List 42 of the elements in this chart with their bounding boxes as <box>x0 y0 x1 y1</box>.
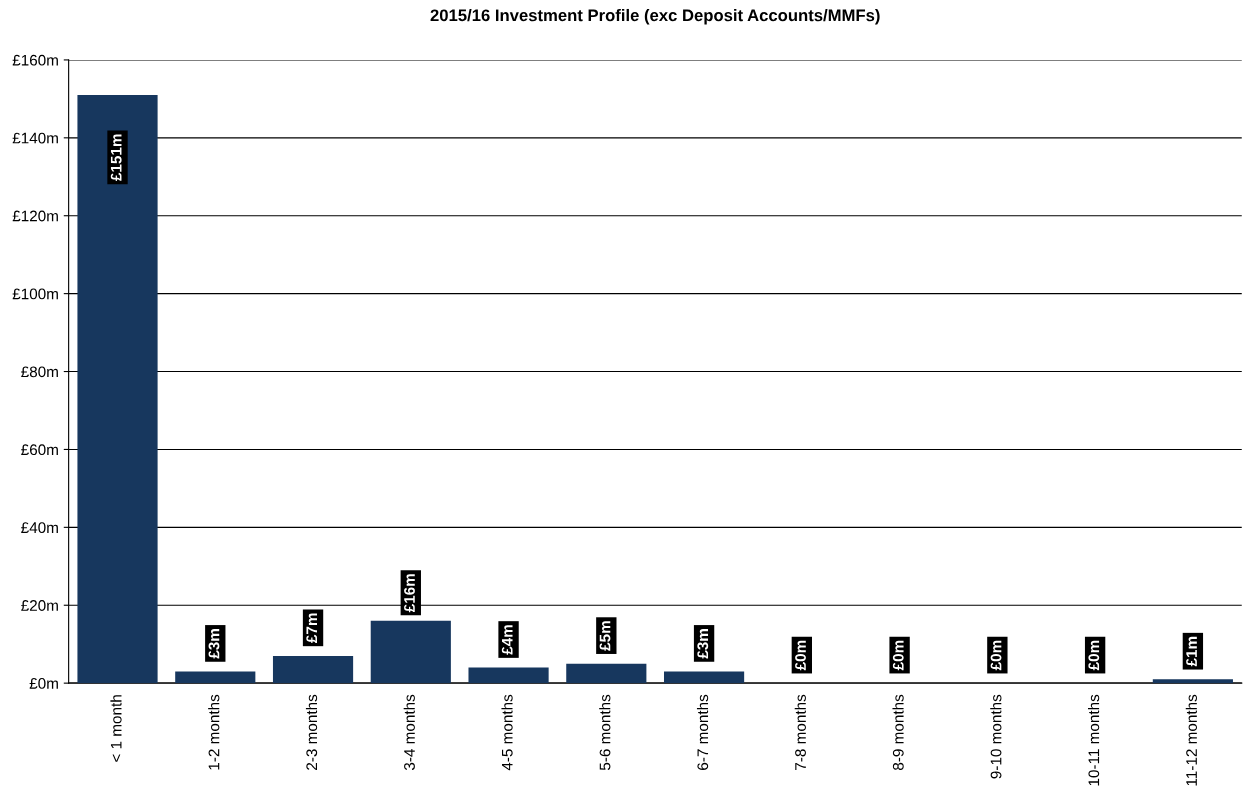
data-label: £1m <box>1186 636 1197 667</box>
x-tick-label: 11-12 months <box>1185 694 1197 786</box>
x-tick-label: 9-10 months <box>990 694 1002 779</box>
y-tick-label: £80m <box>21 366 58 378</box>
y-tick-label: £140m <box>12 132 58 144</box>
x-tick-label: 8-9 months <box>892 694 904 771</box>
data-label: £0m <box>990 640 1002 671</box>
data-label: £0m <box>1088 640 1100 671</box>
bar <box>468 667 549 684</box>
bar <box>77 94 158 684</box>
data-label: £3m <box>208 629 220 659</box>
chart-title: 2015/16 Investment Profile (exc Deposit Accounts/MMFs) <box>430 8 880 25</box>
x-tick-label: 10-11 months <box>1088 694 1100 786</box>
x-tick-label: 4-5 months <box>501 694 513 771</box>
data-label: £16m <box>404 574 415 613</box>
y-tick-label: £0m <box>29 678 58 689</box>
y-tick-label: £100m <box>12 288 58 300</box>
bar <box>370 620 451 684</box>
x-tick-label: 1-2 months <box>208 694 220 770</box>
x-tick-label: 7-8 months <box>794 694 806 770</box>
data-label: £5m <box>599 621 611 651</box>
data-label: £151m <box>110 134 122 181</box>
y-tick-label: £120m <box>12 210 58 222</box>
data-label: £4m <box>501 625 513 655</box>
x-tick-label: < 1 month <box>110 695 122 762</box>
x-tick-label: 3-4 months <box>403 694 415 771</box>
y-tick-label: £60m <box>21 444 58 456</box>
bar <box>1152 679 1233 684</box>
x-tick-label: 6-7 months <box>696 694 709 770</box>
data-label: £0m <box>795 640 806 671</box>
data-label: £7m <box>306 613 317 643</box>
data-label: £3m <box>697 629 709 659</box>
x-tick-label: 5-6 months <box>599 694 611 771</box>
x-tick-label: 2-3 months <box>305 694 318 770</box>
y-tick-label: £160m <box>12 54 58 66</box>
y-tick-label: £20m <box>21 600 58 611</box>
y-tick-label: £40m <box>21 522 58 534</box>
data-label: £0m <box>892 640 904 671</box>
bar <box>664 671 745 684</box>
bar <box>566 663 647 684</box>
bar <box>272 655 354 684</box>
bar <box>175 671 256 684</box>
